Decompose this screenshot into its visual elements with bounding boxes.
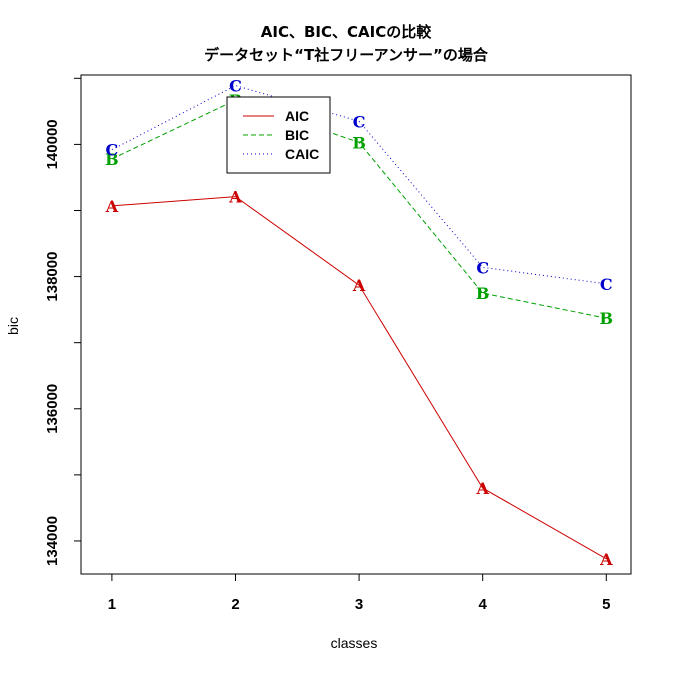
y-tick-label: 140000 xyxy=(44,119,61,169)
data-point-aic: A xyxy=(475,479,489,498)
x-tick-label: 2 xyxy=(231,596,239,613)
chart-subtitle: データセット“T社フリーアンサー”の場合 xyxy=(204,46,489,64)
y-tick-label: 134000 xyxy=(44,516,61,566)
data-point-bic: B xyxy=(600,309,614,328)
data-point-caic: C xyxy=(106,141,119,160)
legend: AIC BIC CAIC xyxy=(226,96,331,174)
data-point-aic: A xyxy=(228,188,242,207)
series-line-bic xyxy=(111,99,607,319)
data-point-caic: C xyxy=(229,77,242,96)
data-point-aic: A xyxy=(599,550,613,569)
series-line-caic xyxy=(111,85,607,285)
data-point-caic: C xyxy=(353,112,366,131)
axes: 1 2 3 4 5 134000 136000 138000 140000 xyxy=(44,77,610,613)
data-point-bic: B xyxy=(105,150,119,169)
data-point-aic: A xyxy=(105,197,119,216)
chart-title: AIC、BIC、CAICの比較 xyxy=(261,23,432,41)
series-line-aic xyxy=(111,196,607,560)
y-tick-label: 138000 xyxy=(44,252,61,302)
x-axis-label: classes xyxy=(331,635,378,651)
legend-label-caic: CAIC xyxy=(285,146,319,162)
data-point-bic: B xyxy=(352,133,366,152)
series-group: AAAAABBBBBCCCCC xyxy=(105,77,613,569)
legend-label-bic: BIC xyxy=(285,127,309,143)
x-tick-label: 1 xyxy=(108,596,116,613)
y-tick-label: 136000 xyxy=(44,384,61,434)
data-point-aic: A xyxy=(352,276,366,295)
legend-label-aic: AIC xyxy=(285,108,309,124)
data-point-caic: C xyxy=(600,275,613,294)
x-tick-label: 4 xyxy=(479,596,488,613)
x-tick-label: 3 xyxy=(355,596,363,613)
y-axis-label: bic xyxy=(5,317,21,335)
data-point-bic: B xyxy=(476,284,490,303)
data-point-caic: C xyxy=(476,258,489,277)
x-tick-label: 5 xyxy=(602,596,610,613)
